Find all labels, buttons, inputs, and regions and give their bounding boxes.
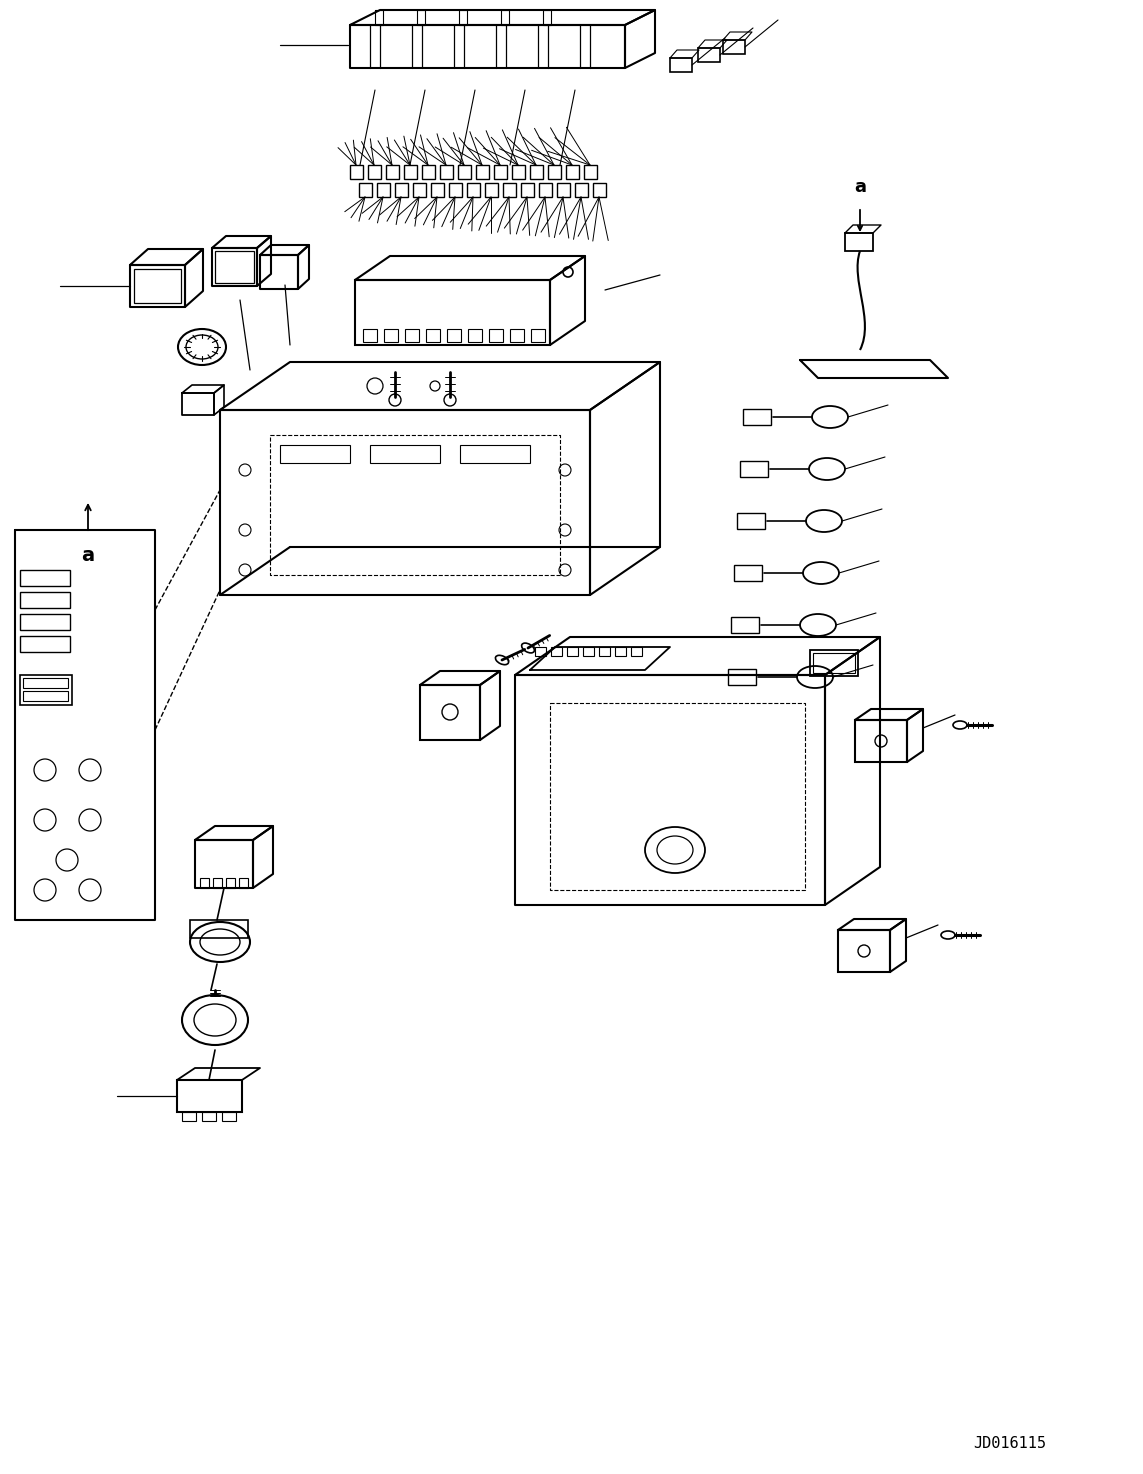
Bar: [670, 57, 692, 72]
Bar: [370, 445, 440, 463]
Bar: [395, 183, 408, 198]
Bar: [737, 513, 765, 529]
Bar: [449, 183, 462, 198]
Bar: [475, 165, 489, 178]
Bar: [431, 183, 443, 198]
Bar: [810, 650, 858, 677]
Bar: [467, 329, 482, 342]
Bar: [350, 165, 363, 178]
Bar: [698, 49, 720, 62]
Bar: [485, 183, 498, 198]
Bar: [19, 615, 70, 629]
Bar: [239, 879, 248, 887]
Bar: [489, 329, 503, 342]
Bar: [19, 675, 72, 705]
Bar: [200, 879, 209, 887]
Bar: [838, 930, 890, 971]
Bar: [202, 1111, 216, 1122]
Text: a: a: [81, 545, 95, 565]
Bar: [740, 461, 768, 478]
Bar: [377, 183, 390, 198]
Bar: [467, 183, 480, 198]
Bar: [459, 445, 530, 463]
Bar: [615, 647, 626, 656]
Bar: [182, 1111, 195, 1122]
Bar: [368, 165, 381, 178]
Bar: [584, 165, 597, 178]
Bar: [426, 329, 440, 342]
Bar: [19, 593, 70, 607]
Bar: [539, 183, 552, 198]
Bar: [386, 165, 399, 178]
Bar: [743, 408, 772, 425]
Bar: [134, 268, 181, 304]
Bar: [855, 719, 908, 762]
Bar: [593, 183, 606, 198]
Bar: [494, 165, 507, 178]
Bar: [215, 251, 254, 283]
Bar: [531, 329, 545, 342]
Bar: [557, 183, 570, 198]
Bar: [23, 691, 67, 702]
Bar: [732, 618, 759, 632]
Bar: [355, 280, 550, 345]
Bar: [575, 183, 588, 198]
Bar: [530, 165, 543, 178]
Bar: [535, 647, 546, 656]
Bar: [363, 329, 377, 342]
Bar: [521, 183, 534, 198]
Bar: [359, 183, 371, 198]
Bar: [422, 165, 435, 178]
Text: a: a: [854, 178, 866, 196]
Bar: [19, 570, 70, 587]
Bar: [405, 329, 419, 342]
Text: JD016115: JD016115: [974, 1436, 1047, 1450]
Bar: [213, 879, 222, 887]
Bar: [734, 565, 762, 581]
Bar: [728, 669, 756, 685]
Bar: [599, 647, 610, 656]
Bar: [413, 183, 426, 198]
Bar: [190, 920, 248, 937]
Bar: [23, 678, 67, 688]
Bar: [583, 647, 594, 656]
Bar: [631, 647, 642, 656]
Bar: [567, 647, 578, 656]
Bar: [222, 1111, 235, 1122]
Bar: [384, 329, 398, 342]
Bar: [403, 165, 417, 178]
Bar: [724, 40, 745, 55]
Bar: [813, 653, 855, 674]
Bar: [226, 879, 235, 887]
Bar: [280, 445, 350, 463]
Bar: [512, 165, 525, 178]
Bar: [547, 165, 561, 178]
Bar: [177, 1080, 242, 1111]
Bar: [566, 165, 580, 178]
Bar: [458, 165, 471, 178]
Bar: [845, 233, 873, 251]
Bar: [551, 647, 562, 656]
Bar: [503, 183, 515, 198]
Bar: [19, 635, 70, 652]
Bar: [419, 685, 480, 740]
Bar: [510, 329, 523, 342]
Bar: [440, 165, 453, 178]
Bar: [447, 329, 461, 342]
